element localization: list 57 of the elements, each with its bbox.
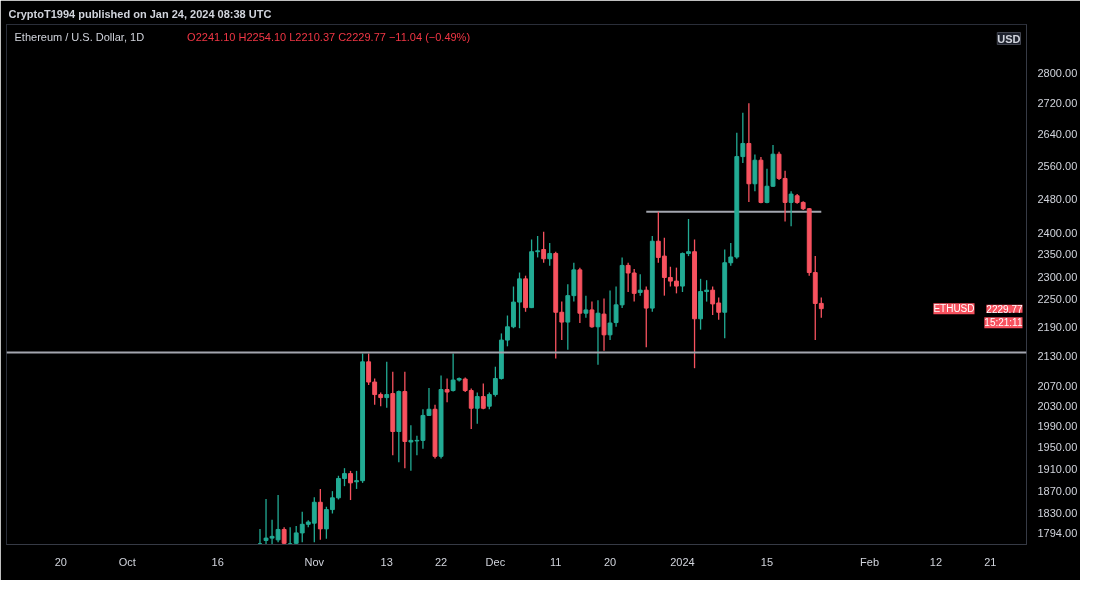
annotation: 15:21:11	[984, 317, 1023, 329]
candlestick	[583, 294, 589, 319]
y-tick-label: 2130.00	[1037, 349, 1078, 362]
x-tick-label: 21	[984, 555, 997, 568]
y-tick-label: 2190.00	[1037, 321, 1078, 334]
candlestick	[474, 391, 480, 425]
candlestick	[607, 289, 613, 341]
x-tick-label: Nov	[304, 555, 325, 568]
candlestick	[589, 300, 595, 329]
text: O2241.10 H2254.10 L2210.37 C2229.77 −11.04 (−0.49%)	[187, 30, 471, 43]
y-tick-label: 2720.00	[1037, 97, 1078, 110]
candlestick	[541, 231, 547, 264]
y-tick-label: 2400.00	[1037, 226, 1078, 239]
x-tick-label: 11	[550, 555, 562, 568]
x-tick-label: Oct	[118, 555, 136, 568]
y-tick-label: 2300.00	[1037, 270, 1078, 283]
y-tick-label: 1830.00	[1037, 506, 1078, 519]
y-tick-label: 2350.00	[1037, 248, 1078, 261]
x-tick-label: 20	[54, 555, 67, 568]
y-tick-label: 2560.00	[1037, 159, 1078, 172]
candlestick	[595, 299, 601, 366]
x-tick-label: 16	[211, 555, 224, 568]
candlestick	[444, 377, 450, 403]
y-tick-label: 1950.00	[1037, 441, 1078, 454]
x-tick-label: Feb	[860, 555, 880, 568]
candlestick	[613, 285, 619, 328]
candlestick	[348, 470, 353, 501]
x-tick-label: 20	[603, 555, 617, 568]
candlestick	[788, 190, 794, 227]
x-tick-label: 15	[760, 555, 774, 568]
annotation: 2229.77	[986, 303, 1023, 315]
annotation: ETHUSD	[933, 303, 975, 315]
x-tick-label: Dec	[485, 555, 506, 568]
candlestick	[384, 361, 390, 409]
candlestick	[547, 242, 553, 267]
y-tick-label: 1910.00	[1037, 462, 1078, 475]
candlestick	[643, 285, 649, 348]
y-tick-label: 2800.00	[1037, 67, 1078, 80]
y-tick-label: 1990.00	[1037, 420, 1078, 433]
candlestick	[601, 297, 607, 352]
candlestick	[637, 273, 643, 297]
text: CryptoT1994 published on Jan 24, 2024 08:38 UTC	[8, 7, 272, 20]
x-tick-label: 13	[380, 555, 393, 568]
candlestick	[752, 153, 758, 192]
y-tick-label: 2480.00	[1037, 192, 1078, 205]
y-tick-label: 2250.00	[1037, 293, 1078, 306]
y-axis-title: USD	[997, 32, 1021, 45]
y-tick-label: 2070.00	[1037, 379, 1078, 392]
y-tick-label: 2030.00	[1037, 399, 1078, 412]
x-tick-label: 12	[929, 555, 943, 568]
y-tick-label: 1794.00	[1037, 527, 1078, 540]
candlestick	[480, 382, 486, 410]
x-tick-label: 22	[434, 555, 448, 568]
text: Ethereum / U.S. Dollar, 1D	[14, 30, 145, 43]
y-tick-label: 1870.00	[1037, 484, 1078, 497]
x-tick-label: 2024	[670, 555, 695, 568]
y-tick-label: 2640.00	[1037, 128, 1078, 141]
